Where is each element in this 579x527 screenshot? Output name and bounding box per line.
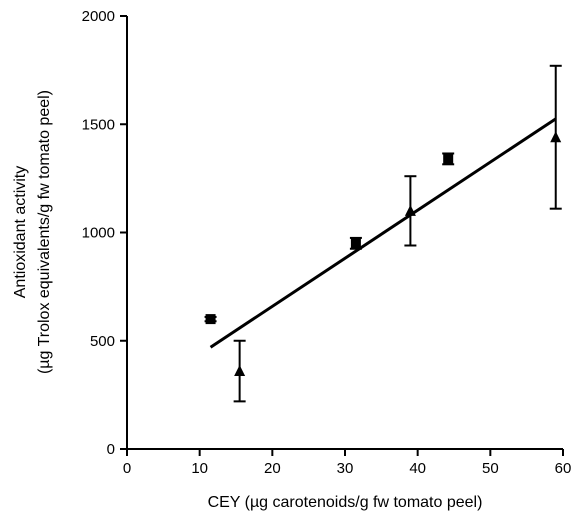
y-tick-label-1000: 1000: [82, 225, 115, 242]
x-tick-label-0: 0: [123, 460, 131, 477]
y-axis: 0 500 1000 1500 2000: [82, 8, 128, 458]
regression-line: [209, 117, 557, 349]
y-axis-title-line-1: Antioxidant activity: [12, 166, 29, 299]
y-axis-title-line-2: (µg Trolox equivalents/g fw tomato peel): [36, 90, 53, 374]
square-marker: [443, 153, 454, 164]
triangle-point-2: [404, 175, 417, 247]
square-point-1: [204, 314, 217, 325]
x-tick-label-40: 40: [409, 460, 426, 477]
triangle-point-1: [233, 339, 246, 403]
triangle-marker: [234, 365, 246, 377]
triangle-point-3: [549, 64, 562, 210]
x-axis-title: CEY (µg carotenoids/g fw tomato peel): [208, 494, 483, 511]
triangle-marker: [550, 131, 562, 143]
x-tick-label-10: 10: [191, 460, 208, 477]
x-axis: 0 10 20 30 40 50 60: [123, 448, 572, 477]
square-point-2: [349, 236, 362, 250]
regression-line-group: [209, 117, 557, 349]
x-tick-label-20: 20: [264, 460, 281, 477]
x-tick-label-50: 50: [482, 460, 499, 477]
y-tick-label-500: 500: [90, 333, 115, 350]
y-tick-label-2000: 2000: [82, 8, 115, 25]
y-ticks: 0 500 1000 1500 2000: [82, 8, 127, 458]
x-tick-label-60: 60: [555, 460, 572, 477]
data-points: [204, 64, 562, 403]
y-tick-label-0: 0: [107, 441, 115, 458]
x-ticks: 0 10 20 30 40 50 60: [123, 449, 572, 477]
square-point-3: [442, 152, 455, 166]
square-marker: [350, 238, 361, 249]
y-tick-label-1500: 1500: [82, 116, 115, 133]
x-tick-label-30: 30: [337, 460, 354, 477]
square-marker: [205, 314, 216, 325]
triangle-marker: [404, 204, 416, 216]
